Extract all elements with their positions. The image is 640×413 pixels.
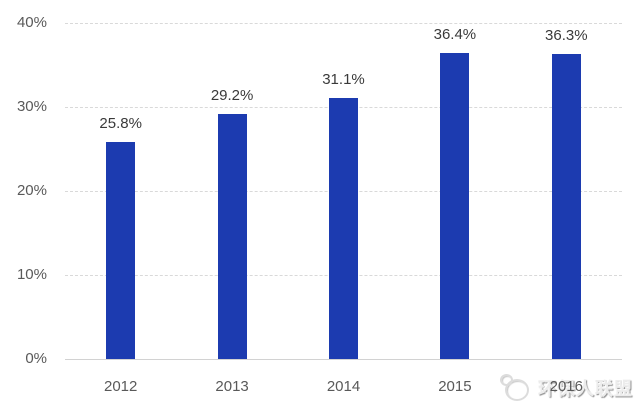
x-tick-label-2013: 2013 xyxy=(215,378,249,395)
value-label-2013: 29.2% xyxy=(210,86,254,104)
x-tick-label-2016: 2016 xyxy=(549,378,583,395)
y-tick-label-20%: 20% xyxy=(16,182,47,199)
gridline-40% xyxy=(65,23,622,24)
bar-2014 xyxy=(329,97,358,359)
value-label-2016: 36.3% xyxy=(545,27,588,45)
watermark: 环保人联盟 xyxy=(500,368,640,408)
y-tick-label-30%: 30% xyxy=(16,98,47,115)
bar-2013 xyxy=(217,113,247,359)
bar-2012 xyxy=(106,142,136,359)
x-tick-label-2015: 2015 xyxy=(438,378,472,395)
y-tick-label-0%: 0% xyxy=(25,350,47,367)
value-label-2015: 36.4% xyxy=(433,26,477,44)
bar-2015 xyxy=(440,53,470,359)
x-axis-line xyxy=(65,359,622,360)
logo-big-circle xyxy=(505,379,529,401)
x-tick-label-2012: 2012 xyxy=(104,378,138,395)
logo-small-circle xyxy=(500,374,513,386)
value-label-2012: 25.8% xyxy=(99,115,142,133)
y-tick-label-40%: 40% xyxy=(16,14,47,31)
bar-2016 xyxy=(551,54,581,359)
watermark-logo-icon xyxy=(500,374,530,402)
watermark-text: 环保人联盟 xyxy=(538,379,633,399)
y-tick-label-10%: 10% xyxy=(16,266,47,283)
value-label-2014: 31.1% xyxy=(322,70,365,88)
x-tick-label-2014: 2014 xyxy=(326,378,361,395)
